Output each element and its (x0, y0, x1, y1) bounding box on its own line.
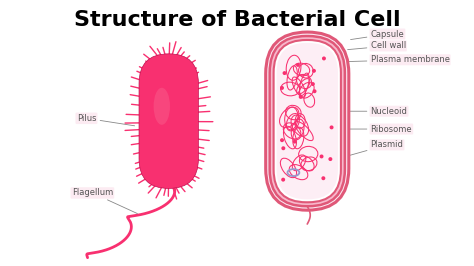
Text: Plasmid: Plasmid (298, 140, 403, 170)
Text: Flagellum: Flagellum (72, 188, 137, 214)
FancyBboxPatch shape (277, 43, 338, 199)
Circle shape (329, 125, 334, 129)
Text: Ribosome: Ribosome (334, 124, 412, 134)
Text: Plasma membrane: Plasma membrane (344, 55, 450, 64)
Circle shape (311, 82, 315, 86)
Circle shape (322, 56, 326, 60)
Text: Cell wall: Cell wall (347, 41, 406, 51)
Circle shape (283, 71, 286, 75)
Circle shape (280, 86, 284, 90)
Text: Nucleoid: Nucleoid (334, 107, 408, 116)
FancyBboxPatch shape (266, 32, 349, 210)
Circle shape (296, 63, 300, 67)
Text: Pilus: Pilus (77, 114, 135, 126)
FancyBboxPatch shape (273, 40, 341, 202)
FancyBboxPatch shape (270, 36, 345, 206)
Text: Structure of Bacterial Cell: Structure of Bacterial Cell (73, 10, 401, 30)
Circle shape (312, 69, 316, 73)
Circle shape (281, 178, 285, 182)
FancyBboxPatch shape (139, 54, 199, 188)
Circle shape (293, 140, 297, 144)
Circle shape (282, 146, 285, 150)
Ellipse shape (154, 88, 170, 125)
Circle shape (299, 95, 303, 99)
Circle shape (280, 138, 284, 142)
Circle shape (319, 155, 324, 159)
Circle shape (328, 157, 332, 161)
Circle shape (312, 89, 317, 93)
Text: Capsule: Capsule (351, 30, 404, 40)
Circle shape (321, 176, 325, 180)
